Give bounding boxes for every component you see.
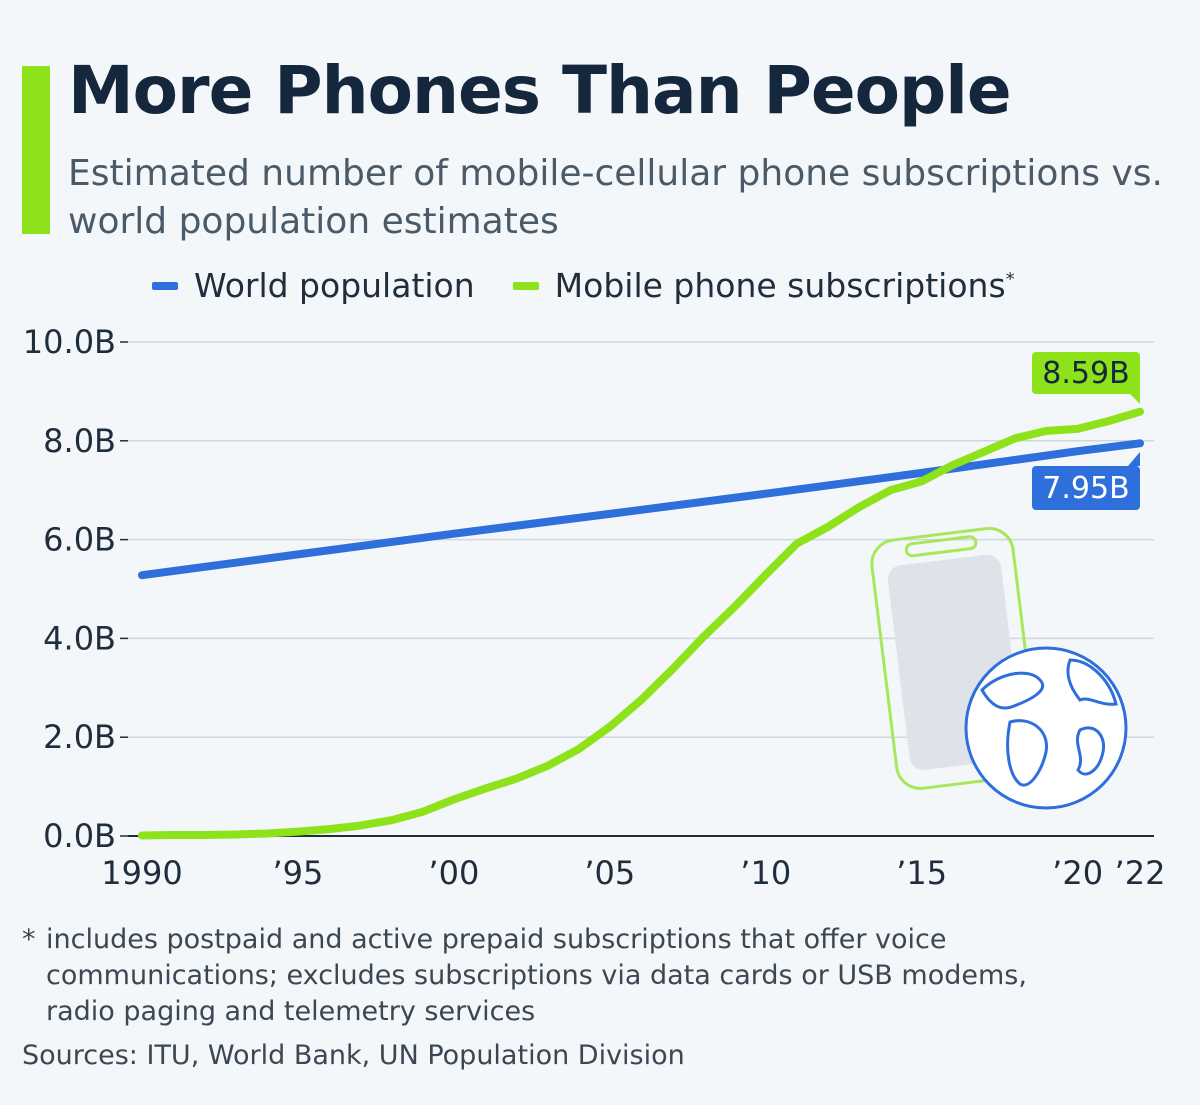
world-population-line xyxy=(138,439,1144,580)
x-tick-label: ’20 xyxy=(1052,854,1103,892)
y-tick-label: 6.0B xyxy=(43,521,116,559)
title-accent-bar xyxy=(22,66,50,234)
end-label-box xyxy=(1032,352,1140,394)
end-labels: 8.59B 7.95B xyxy=(1032,352,1140,510)
legend-swatch-green xyxy=(512,281,539,290)
y-tick-label: 2.0B xyxy=(43,718,116,756)
mobile-subscriptions-line xyxy=(138,407,1144,840)
mobile-end-label: 8.59B xyxy=(1042,356,1129,391)
legend-label: World population xyxy=(194,266,475,305)
end-label-pointer xyxy=(1128,392,1140,404)
x-tick-label: ’00 xyxy=(428,854,479,892)
legend-item-mobile-subscriptions: Mobile phone subscriptions* xyxy=(512,266,1015,305)
footnote-line: communications; excludes subscriptions v… xyxy=(46,960,1027,991)
footnote-line: radio paging and telemetry services xyxy=(46,996,536,1027)
phone-speaker xyxy=(904,535,978,558)
globe-continent xyxy=(1075,726,1105,776)
series-lines xyxy=(138,407,1144,840)
globe-outline xyxy=(964,646,1128,810)
legend-item-world-population: World population xyxy=(152,266,475,305)
legend-label: Mobile phone subscriptions xyxy=(554,266,1006,305)
sources-line: Sources: ITU, World Bank, UN Population … xyxy=(22,1040,685,1071)
globe-continent xyxy=(1006,719,1048,787)
chart-legend: World population Mobile phone subscripti… xyxy=(152,266,1053,305)
y-tick-label: 4.0B xyxy=(43,619,116,657)
x-tick-label: 1990 xyxy=(101,854,182,892)
chart-title: More Phones Than People xyxy=(68,52,1012,129)
chart-subtitle: Estimated number of mobile-cellular phon… xyxy=(68,153,1163,242)
legend-footnote-marker: * xyxy=(1005,269,1015,290)
y-tick-label: 8.0B xyxy=(43,422,116,460)
x-tick-label: ’15 xyxy=(896,854,947,892)
footnote-marker: * xyxy=(22,924,36,955)
y-tick-label: 10.0B xyxy=(23,323,116,361)
footnote: * includes postpaid and active prepaid su… xyxy=(22,922,1172,1030)
globe-continent xyxy=(1066,658,1118,706)
x-tick-label: ’05 xyxy=(584,854,635,892)
world-end-label: 7.95B xyxy=(1042,471,1129,506)
legend-swatch-blue xyxy=(152,281,178,290)
smartphone-globe-icon xyxy=(870,526,1128,810)
x-tick-label: ’10 xyxy=(740,854,791,892)
y-tick-label: 0.0B xyxy=(43,817,116,855)
globe-continent xyxy=(980,671,1044,710)
x-tick-label: ’22 xyxy=(1115,854,1166,892)
footnote-line: includes postpaid and active prepaid sub… xyxy=(46,924,947,955)
end-label-pointer xyxy=(1128,452,1140,466)
x-tick-label: ’95 xyxy=(272,854,323,892)
end-label-box xyxy=(1032,466,1140,510)
